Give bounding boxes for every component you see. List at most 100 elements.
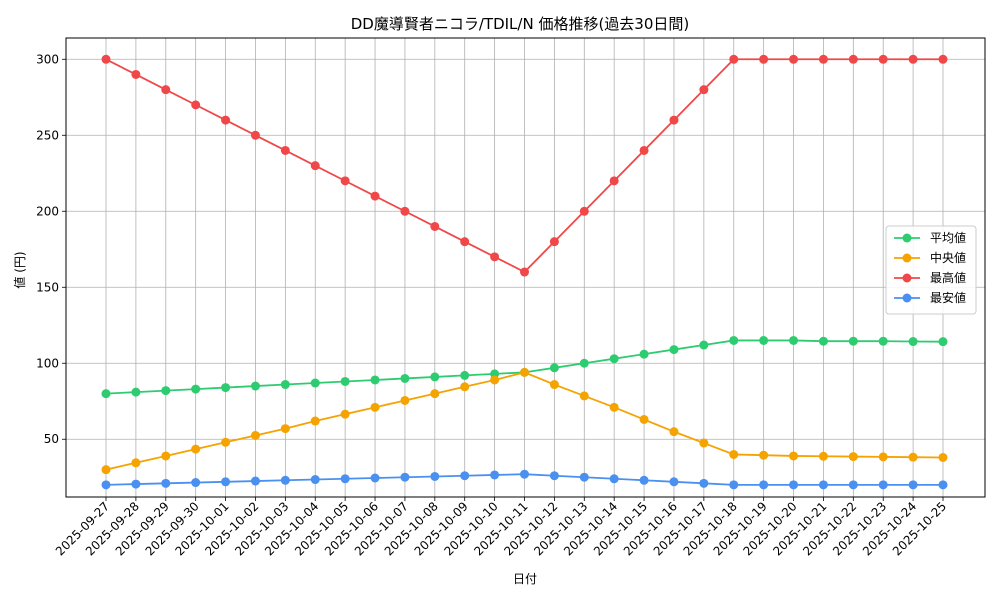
data-point: [460, 237, 470, 247]
legend-marker: [902, 253, 912, 263]
data-point: [878, 54, 888, 64]
data-point: [400, 395, 410, 405]
data-point: [400, 373, 410, 383]
y-tick-label: 50: [44, 432, 59, 446]
plot-border: [65, 37, 986, 498]
data-point: [549, 471, 559, 481]
data-point: [938, 54, 948, 64]
data-point: [818, 480, 828, 490]
data-point: [161, 386, 171, 396]
data-point: [729, 480, 739, 490]
data-point: [789, 54, 799, 64]
data-point: [400, 206, 410, 216]
data-point: [938, 452, 948, 462]
data-point: [878, 480, 888, 490]
data-point: [430, 389, 440, 399]
data-point: [161, 478, 171, 488]
data-point: [699, 438, 709, 448]
data-point: [370, 191, 380, 201]
data-point: [161, 451, 171, 461]
data-point: [729, 54, 739, 64]
data-point: [131, 69, 141, 79]
data-point: [370, 375, 380, 385]
data-point: [520, 267, 529, 277]
data-point: [639, 349, 649, 359]
data-point: [250, 381, 260, 391]
data-point: [340, 376, 350, 386]
series-layer: [101, 54, 948, 490]
y-tick-label: 300: [36, 52, 59, 66]
data-point: [221, 437, 231, 447]
data-point: [400, 472, 410, 482]
data-point: [938, 480, 948, 490]
y-tick-label: 200: [36, 204, 59, 218]
data-point: [310, 416, 320, 426]
legend-marker: [902, 233, 912, 243]
data-point: [669, 115, 679, 125]
data-point: [280, 380, 290, 390]
data-point: [340, 409, 350, 419]
legend-item: 平均値: [894, 230, 966, 245]
data-point: [609, 474, 619, 484]
data-point: [131, 479, 141, 489]
data-point: [908, 452, 918, 462]
data-point: [221, 383, 231, 393]
data-point: [250, 130, 260, 140]
data-point: [878, 452, 888, 462]
data-point: [759, 450, 769, 460]
data-point: [430, 221, 440, 231]
data-point: [878, 336, 888, 346]
data-point: [759, 54, 769, 64]
legend-item: 最高値: [894, 270, 966, 285]
x-axis: 2025-09-272025-09-282025-09-292025-09-30…: [53, 497, 949, 558]
data-point: [938, 337, 948, 347]
data-point: [699, 340, 709, 350]
data-point: [579, 472, 589, 482]
data-point: [669, 477, 679, 487]
data-point: [520, 469, 529, 479]
legend-marker: [902, 293, 912, 303]
legend-label: 最安値: [930, 290, 966, 305]
data-point: [848, 54, 858, 64]
data-point: [669, 427, 679, 437]
y-axis-label: 値 (円): [12, 251, 27, 288]
data-point: [191, 444, 201, 454]
data-point: [729, 335, 739, 345]
data-point: [370, 402, 380, 412]
series-2: [101, 54, 948, 277]
data-point: [789, 480, 799, 490]
data-point: [490, 470, 500, 480]
data-point: [609, 402, 619, 412]
data-point: [669, 345, 679, 355]
data-point: [250, 476, 260, 486]
data-point: [490, 375, 500, 385]
data-point: [161, 85, 171, 95]
data-point: [818, 336, 828, 346]
data-point: [729, 449, 739, 459]
data-point: [191, 384, 201, 394]
y-axis: 50 100 150 200 250 300: [36, 52, 66, 446]
data-point: [370, 473, 380, 483]
data-point: [789, 335, 799, 345]
data-point: [818, 451, 828, 461]
data-point: [908, 54, 918, 64]
y-tick-label: 100: [36, 356, 59, 370]
legend-marker: [902, 273, 912, 283]
series-1: [101, 367, 948, 475]
data-point: [759, 480, 769, 490]
series-3: [101, 469, 948, 490]
data-point: [549, 380, 559, 390]
data-point: [579, 206, 589, 216]
data-point: [340, 474, 350, 484]
legend-label: 平均値: [930, 230, 966, 245]
data-point: [789, 451, 799, 461]
data-point: [848, 336, 858, 346]
legend-item: 最安値: [894, 290, 966, 305]
chart-title: DD魔導賢者ニコラ/TDIL/N 価格推移(過去30日間): [351, 15, 689, 33]
data-point: [609, 354, 619, 364]
data-point: [191, 478, 201, 488]
data-point: [310, 475, 320, 485]
data-point: [639, 475, 649, 485]
legend-label: 最高値: [930, 270, 966, 285]
